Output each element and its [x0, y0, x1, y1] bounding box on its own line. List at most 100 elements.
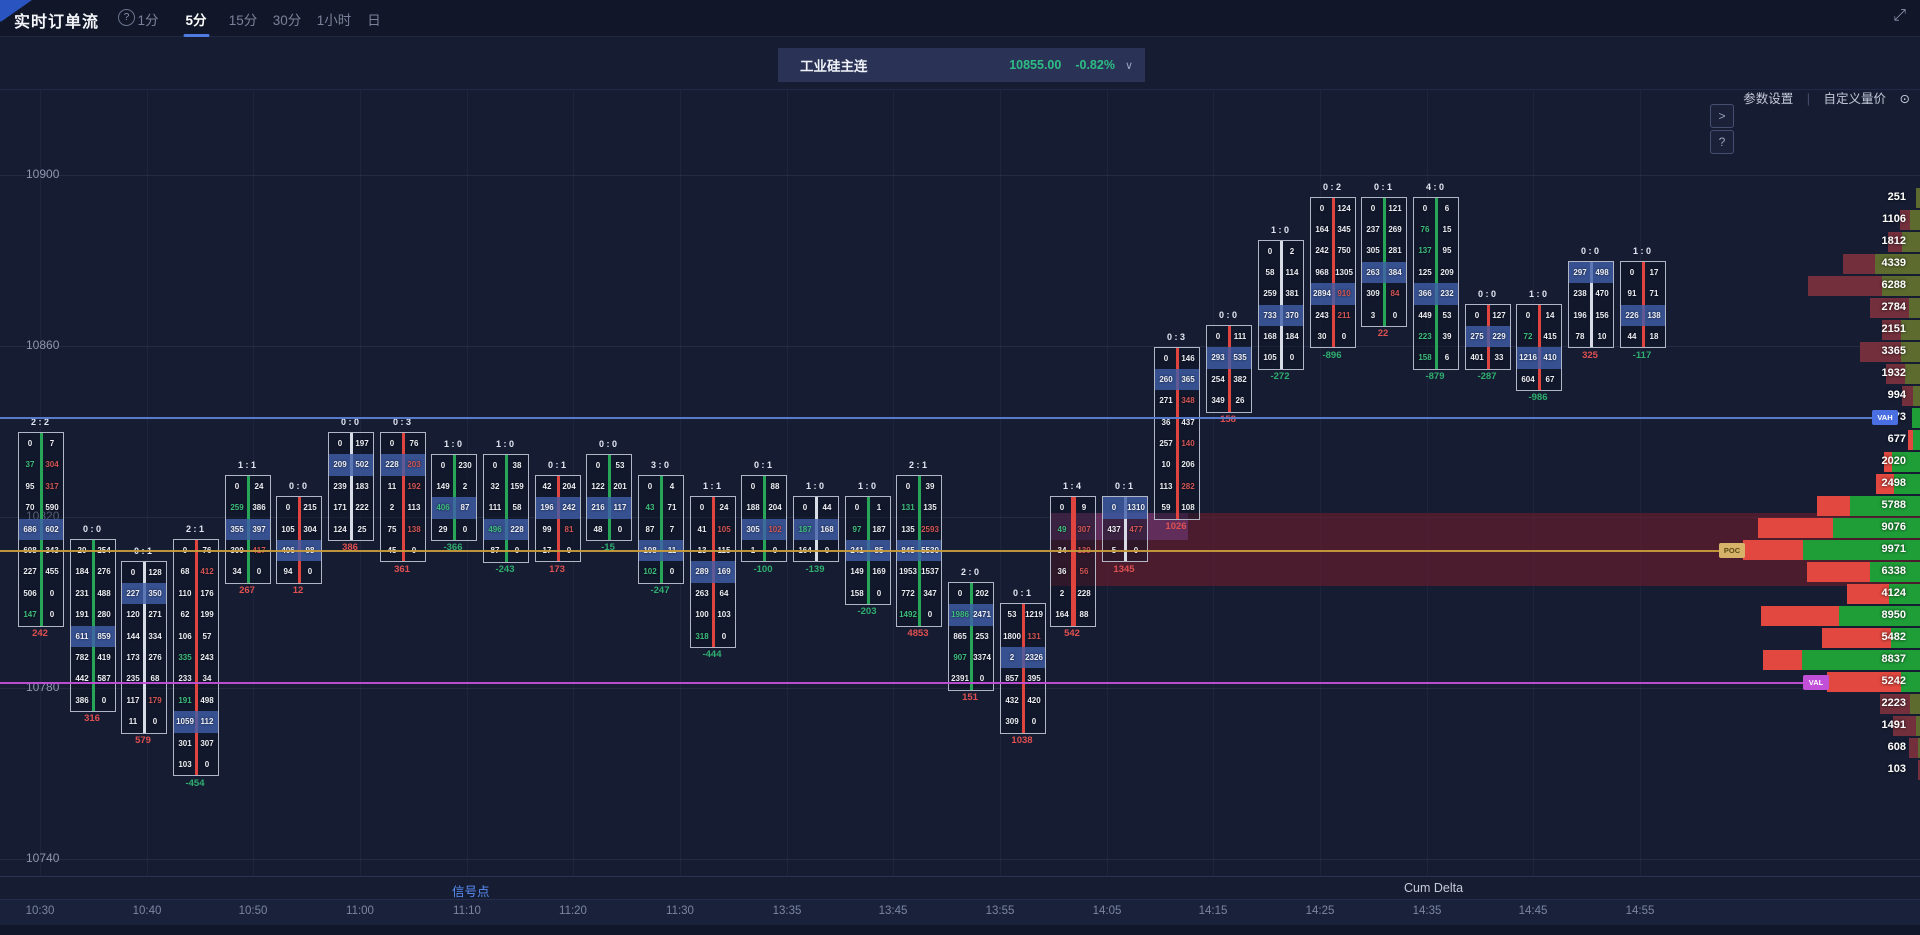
footprint-candle[interactable]: 0 230 149 2 406 87 29 0 [431, 453, 477, 542]
profile-bar-sell [1900, 210, 1911, 230]
ask-volume: 2 [462, 481, 468, 491]
footprint-candle[interactable]: 297 498 238 470 196 156 78 10 [1568, 260, 1614, 349]
grid-vline [893, 90, 894, 876]
profile-bar-buy [1911, 408, 1920, 428]
bid-volume: 2 [1009, 653, 1015, 663]
footprint-candle[interactable]: 0 17 91 71 226 138 44 18 [1620, 260, 1666, 349]
ask-volume: 0 [617, 524, 623, 534]
tab-timeframe-15分[interactable]: 15分 [228, 13, 258, 28]
bid-volume: 124 [333, 524, 347, 534]
footprint-candle[interactable]: 0949307341393656222816488 [1050, 496, 1096, 627]
profile-value: 2498 [1881, 477, 1906, 489]
signal-tab[interactable]: 信号点 [452, 885, 490, 899]
settings-button[interactable]: 参数设置 [1743, 92, 1794, 106]
ask-volume: 87 [460, 503, 470, 513]
ask-volume: 81 [564, 524, 574, 534]
bid-volume: 242 [1315, 246, 1329, 256]
imbalance-label: 1 : 0 [805, 481, 824, 492]
help-icon[interactable]: ? [118, 9, 135, 26]
footprint-candle[interactable]: 024259386355397300417340 [225, 474, 271, 584]
ask-volume: 206 [1181, 460, 1195, 470]
profile-bar-sell [1822, 628, 1891, 648]
delta-label: -896 [1322, 349, 1342, 361]
delta-label: -272 [1270, 370, 1290, 382]
panel-collapse-button[interactable]: > [1710, 104, 1734, 128]
panel-help-button[interactable]: ? [1710, 130, 1734, 154]
tab-timeframe-1分[interactable]: 1分 [137, 13, 159, 28]
profile-bar-buy [1870, 562, 1920, 582]
footprint-candle[interactable]: 0 111 293 535 254 382 349 26 [1206, 325, 1252, 413]
footprint-row: 496 228 [484, 518, 528, 541]
tab-timeframe-1小时[interactable]: 1小时 [316, 13, 352, 28]
footprint-candle[interactable]: 044371877108111020 [638, 474, 684, 584]
candle-wick [1227, 326, 1231, 412]
bid-volume: 318 [695, 631, 709, 641]
bid-volume: 496 [488, 524, 502, 534]
ask-volume: 535 [1233, 353, 1247, 363]
footprint-candle[interactable]: 0 128 227 350 120 271 144 334 173 276 235 68 117 179 1… [121, 560, 167, 734]
y-axis-label: 10740 [26, 851, 60, 865]
tab-timeframe-30分[interactable]: 30分 [272, 13, 302, 28]
tab-timeframe-日[interactable]: 日 [367, 13, 381, 28]
cum-delta-label[interactable]: Cum Delta [1404, 881, 1464, 895]
ask-volume: 0 [721, 631, 727, 641]
footprint-candle[interactable]: 0 6 76 15 137 95 125 209 366 232 449 53 223 39 158 6 [1413, 196, 1459, 370]
footprint-candle[interactable]: 0244110513115289169263641001033180 [690, 496, 736, 649]
footprint-row: 0 38 [484, 455, 528, 476]
bid-volume: 2 [1059, 588, 1065, 598]
imbalance-label: 2 : 2 [30, 417, 49, 428]
footprint-candle[interactable]: 0 2 58 114 259 381 733 370 168 184 105 0 [1258, 239, 1304, 370]
ask-volume: 334 [148, 631, 162, 641]
bid-volume: 99 [542, 524, 552, 534]
delta-label: 1026 [1165, 520, 1187, 532]
profile-bar-buy [1881, 276, 1920, 296]
bid-volume: 227 [23, 567, 37, 577]
footprint-candle[interactable]: 021510530440698940 [276, 496, 322, 584]
footprint-candle[interactable]: 0 146 260 365 271 348 36 437 257 140 10 206 113 282 59… [1154, 346, 1200, 520]
footprint-candle[interactable]: 53 1219 1800 131 2 2326 857 395 432 420 309 0 [1000, 603, 1046, 734]
profile-bar [1915, 188, 1920, 208]
bid-volume: 68 [180, 567, 190, 577]
footprint-row: 611 859 [71, 625, 115, 648]
bid-volume: 125 [1418, 267, 1432, 277]
footprint-candle[interactable]: 0 197 209 502 239 183 171 222 124 25 [328, 432, 374, 542]
footprint-candle[interactable]: 0 127 275 229 401 33 [1465, 303, 1511, 370]
footprint-row: 349 26 [1207, 390, 1251, 411]
footprint-candle[interactable]: 0 121 237 269 305 281 263 384 309 84 3 0 [1361, 196, 1407, 328]
grid-vline [1640, 90, 1641, 876]
footprint-row: 120 271 [122, 604, 166, 625]
footprint-candle[interactable]: 0441871681640 [793, 496, 839, 563]
footprint-candle[interactable]: 0 14 72 415 1216 410 604 67 [1516, 303, 1562, 392]
footprint-row: 355 397 [226, 518, 270, 541]
footprint-candle[interactable]: 0766841211017662199106573352432333419149… [173, 539, 219, 777]
grid-vline [1213, 90, 1214, 876]
footprint-row: 782 419 [71, 647, 115, 668]
footprint-candle[interactable]: 07622820311192211375138450 [380, 432, 426, 563]
footprint-candle[interactable]: 0 202 1986 2471 865 253 907 3374 2391 0 [948, 581, 994, 691]
footprint-candle[interactable]: 422041962429981170 [535, 474, 581, 563]
contract-selector[interactable]: 工业硅主连 10855.00 -0.82% ∨ [778, 48, 1145, 82]
bid-volume: 34 [232, 567, 242, 577]
footprint-candle[interactable]: 0 53 122 201 216 117 48 0 [586, 453, 632, 542]
custom-volume-price-icon[interactable]: ⊙ [1899, 92, 1910, 106]
expand-icon[interactable]: ⤢ [1893, 7, 1906, 24]
profile-bar-sell [1760, 606, 1839, 626]
footprint-candle[interactable]: 0 124 164 345 242 750 968 1305 2894 910 243 211 30 0 [1310, 196, 1356, 349]
ask-volume: 168 [820, 524, 834, 534]
bid-volume: 29 [438, 524, 448, 534]
footprint-candle[interactable]: 2025418427623148819128061185978241944258… [70, 539, 116, 713]
ask-volume: 0 [1031, 717, 1037, 727]
ask-volume: 10 [1597, 332, 1607, 342]
ask-volume: 197 [355, 439, 369, 449]
ask-volume: 138 [407, 524, 421, 534]
custom-volume-price-button[interactable]: 自定义量价 [1823, 92, 1887, 106]
footprint-row: 2 113 [381, 497, 425, 518]
footprint-row: 857 395 [1001, 668, 1045, 689]
bid-volume: 968 [1315, 267, 1329, 277]
footprint-candle[interactable]: 0383215911158496228870 [483, 453, 529, 563]
tab-timeframe-5分[interactable]: 5分 [185, 9, 206, 29]
bid-volume: 0 [234, 481, 240, 491]
footprint-row: 318 0 [691, 626, 735, 647]
footprint-row: 36 437 [1155, 412, 1199, 433]
